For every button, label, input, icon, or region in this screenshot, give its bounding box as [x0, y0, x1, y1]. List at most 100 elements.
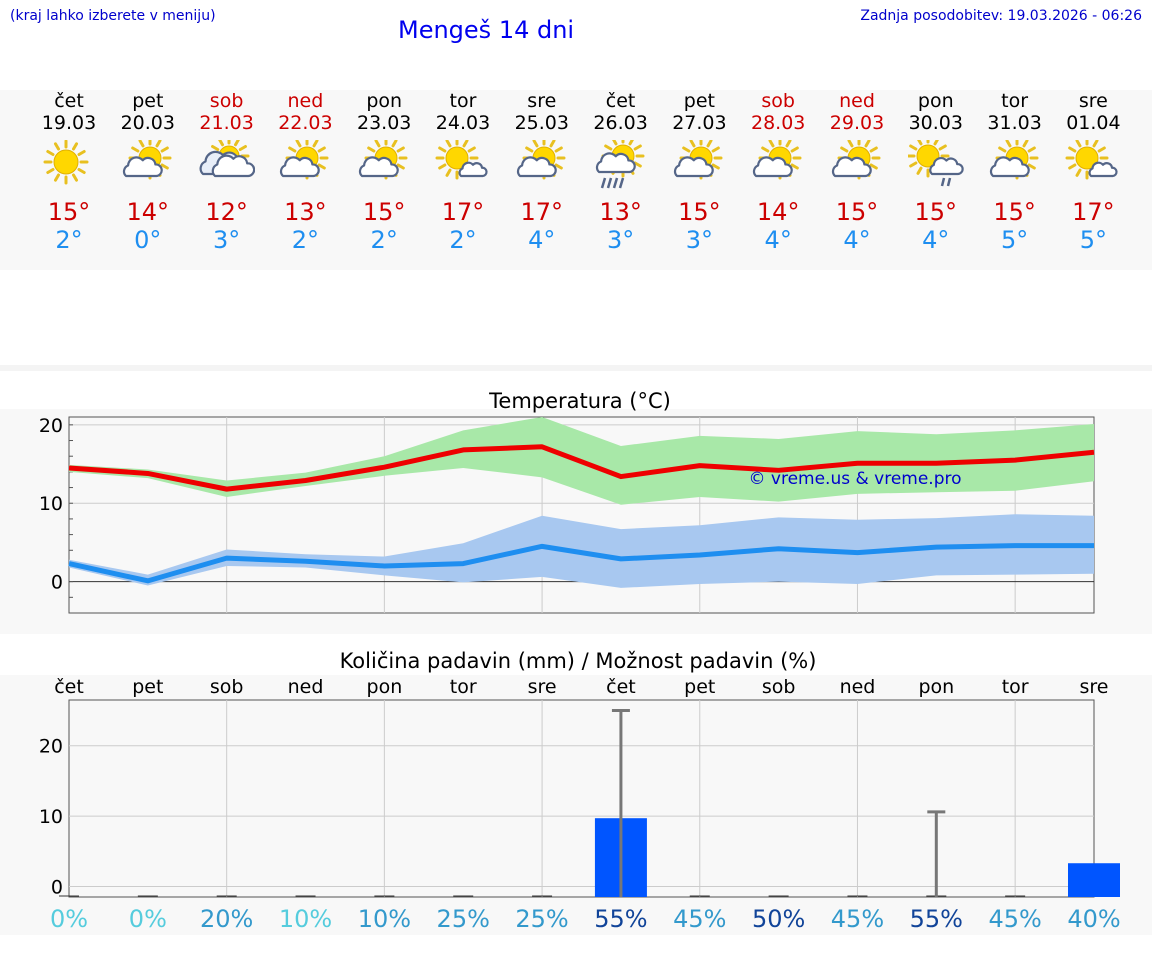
day-name: čet — [605, 90, 636, 112]
temp-min: 2° — [291, 226, 320, 254]
day-name: tor — [1001, 90, 1029, 112]
precipitation-probability: 45% — [673, 905, 726, 933]
x-category-label: čet — [54, 676, 84, 698]
page-title: Mengeš 14 dni — [398, 16, 575, 44]
forecast-band — [0, 90, 1152, 270]
day-name: tor — [449, 90, 477, 112]
day-date: 31.03 — [987, 112, 1042, 134]
cloud-sun-heavy-icon — [199, 140, 255, 178]
day-date: 26.03 — [593, 112, 648, 134]
day-date: 28.03 — [750, 112, 806, 134]
temp-max: 14° — [126, 198, 170, 226]
sun-icon — [43, 140, 89, 185]
y-tick-label: 0 — [51, 572, 63, 594]
forecast-day: sre 01.04 17° 5° — [1053, 90, 1133, 254]
sun-cloud-icon — [280, 140, 329, 180]
forecast-day: sob 21.03 12° 3° — [187, 90, 267, 254]
forecast-day: pet 20.03 14° 0° — [108, 90, 188, 254]
day-date: 30.03 — [908, 112, 963, 134]
sun-cloud-icon — [516, 140, 566, 180]
x-category-label: pet — [684, 676, 715, 698]
day-name: ned — [287, 90, 324, 112]
day-date: 25.03 — [514, 112, 569, 134]
precipitation-probability: 0% — [50, 905, 88, 933]
day-date: 27.03 — [672, 112, 727, 134]
divider — [0, 365, 1152, 371]
precipitation-probability: 50% — [752, 905, 805, 933]
temp-max: 13° — [599, 198, 642, 226]
temp-max: 15° — [362, 198, 406, 226]
precipitation-plot-area — [68, 699, 1095, 898]
forecast-day: ned 22.03 13° 2° — [265, 90, 345, 254]
x-category-label: pon — [918, 676, 954, 698]
day-name: pon — [917, 90, 954, 112]
temp-max: 12° — [205, 198, 248, 226]
day-name: sre — [527, 90, 557, 112]
day-date: 23.03 — [356, 112, 412, 134]
temp-max: 17° — [1072, 198, 1115, 226]
precipitation-probability: 10% — [358, 905, 411, 933]
x-category-label: pon — [367, 676, 403, 698]
day-date: 20.03 — [120, 112, 175, 134]
temp-min: 4° — [764, 226, 792, 254]
temp-min: 4° — [843, 226, 871, 254]
precipitation-probability: 45% — [988, 905, 1041, 933]
precipitation-probability: 25% — [437, 905, 490, 933]
x-category-label: sre — [528, 676, 557, 698]
x-category-label: ned — [840, 676, 876, 698]
forecast-day: sre 25.03 17° 4° — [502, 90, 582, 254]
precipitation-title: Količina padavin (mm) / Možnost padavin … — [340, 649, 817, 673]
day-name: pet — [683, 90, 715, 112]
location-hint[interactable]: (kraj lahko izberete v meniju) — [10, 8, 216, 24]
y-tick-label: 10 — [39, 806, 63, 828]
temp-max: 13° — [284, 198, 327, 226]
y-tick-label: 20 — [39, 736, 63, 758]
precipitation-probability: 10% — [279, 905, 332, 933]
forecast-day: čet 19.03 15° 2° — [29, 90, 109, 254]
precipitation-probability: 40% — [1067, 905, 1120, 933]
x-category-label: ned — [288, 676, 324, 698]
temp-min: 5° — [1079, 226, 1108, 254]
sun-cloud-icon — [122, 140, 172, 180]
temp-min: 4° — [528, 226, 556, 254]
temp-min: 0° — [134, 226, 162, 254]
day-name: ned — [839, 90, 875, 112]
temp-max: 14° — [756, 198, 800, 226]
day-name: sob — [761, 90, 795, 112]
temp-max: 17° — [441, 198, 485, 226]
precipitation-probability: 45% — [831, 905, 884, 933]
forecast-day: pon 30.03 15° 4° — [896, 90, 976, 254]
temp-max: 15° — [993, 198, 1036, 226]
day-date: 24.03 — [435, 112, 491, 134]
sun-small-cloud-icon — [435, 140, 488, 180]
max-temperature-line — [68, 444, 1095, 492]
day-name: pon — [366, 90, 403, 112]
forecast-day: sob 28.03 14° 4° — [738, 90, 818, 254]
day-name: pet — [132, 90, 164, 112]
sun-cloud-icon — [753, 140, 802, 180]
sun-small-cloud-icon — [1065, 140, 1118, 180]
x-category-label: sre — [1080, 676, 1109, 698]
last-update: Zadnja posodobitev: 19.03.2026 - 06:26 — [860, 8, 1142, 24]
temp-max: 15° — [914, 198, 958, 226]
temp-min: 3° — [212, 226, 241, 254]
day-name: sob — [209, 90, 244, 112]
temp-max: 17° — [520, 198, 564, 226]
min-temperature-line — [68, 543, 1094, 584]
forecast-day: pon 23.03 15° 2° — [344, 90, 424, 254]
forecast-day: tor 24.03 17° 2° — [423, 90, 503, 254]
temp-min: 2° — [370, 226, 398, 254]
sun-cloud-rain-icon — [595, 140, 645, 189]
temp-min: 3° — [606, 226, 635, 254]
day-date: 01.04 — [1066, 112, 1121, 134]
sun-cloud-shower-icon — [907, 140, 964, 187]
temp-min: 5° — [1000, 226, 1029, 254]
precipitation-probability: 55% — [594, 905, 647, 933]
temp-min: 3° — [685, 226, 714, 254]
temp-min: 2° — [449, 226, 477, 254]
precipitation-probability: 0% — [129, 905, 167, 933]
y-tick-label: 20 — [39, 415, 63, 437]
x-category-label: sob — [762, 676, 796, 698]
temp-min: 4° — [922, 226, 950, 254]
forecast-day: tor 31.03 15° 5° — [975, 90, 1055, 254]
